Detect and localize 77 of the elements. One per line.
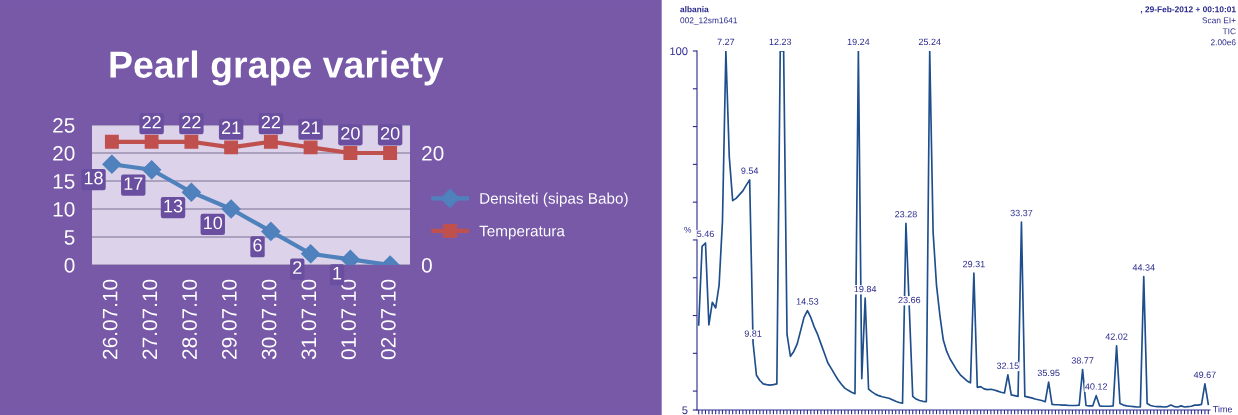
data-label: 18 <box>84 171 103 185</box>
annotation: 25.24 <box>918 38 941 46</box>
point <box>261 221 281 241</box>
annotation: 32.15 <box>996 362 1019 369</box>
data-label: 20 <box>341 126 360 140</box>
y-tick-label: 10 <box>53 202 75 217</box>
data-label: 22 <box>182 115 201 129</box>
annotation: 35.95 <box>1037 369 1060 377</box>
annotation: 23.28 <box>895 210 917 218</box>
x-tick-label: 02.07.10 <box>380 279 396 360</box>
x-tick-label: 28.07.10 <box>182 279 197 359</box>
x-tick-label: 29.07.10 <box>221 279 237 359</box>
data-label: 10 <box>204 216 223 230</box>
text: 002_12sm1641 <box>680 17 738 25</box>
y-tick-label: 20 <box>53 146 75 161</box>
point <box>303 140 318 155</box>
data-label: 22 <box>142 115 161 129</box>
annotation: 9.81 <box>744 330 762 337</box>
annotation: 7.27 <box>717 38 735 45</box>
legend-label: Densiteti (sipas Babo) <box>480 192 628 207</box>
data-label: 1 <box>333 267 342 280</box>
annotation: 19.84 <box>854 285 877 293</box>
point <box>104 134 119 149</box>
annotation: 5.46 <box>697 230 714 238</box>
annotation: 44.34 <box>1132 264 1155 271</box>
point <box>301 244 321 264</box>
data-label: 21 <box>221 121 241 134</box>
point <box>144 134 159 149</box>
point <box>221 199 241 219</box>
point <box>224 140 239 155</box>
annotation: 38.77 <box>1071 357 1094 364</box>
y-tick-label: 15 <box>53 174 75 189</box>
point <box>142 160 162 180</box>
annotation: 40.12 <box>1085 383 1108 390</box>
data-label: 22 <box>261 115 281 129</box>
annotation: 29.31 <box>963 260 985 268</box>
y-axis-title: % <box>684 226 692 233</box>
point <box>263 134 278 149</box>
point <box>181 182 201 202</box>
text: , 29-Feb-2012 + 00:10:01 <box>1140 6 1236 14</box>
y-tick-label: 0 <box>64 258 75 273</box>
x-axis-title: Time <box>1212 405 1233 413</box>
y2-tick-label: 0 <box>421 258 432 273</box>
x-tick-label: 27.07.10 <box>142 279 158 359</box>
annotation: 9.54 <box>741 167 759 174</box>
text: 2.00e6 <box>1210 39 1236 46</box>
data-label: 21 <box>301 121 320 134</box>
y2-tick-label: 20 <box>422 146 444 161</box>
legend-label: Temperatura <box>479 225 565 240</box>
annotation: 19.24 <box>847 38 870 46</box>
annotation: 14.53 <box>796 298 819 305</box>
annotation: 33.37 <box>1010 209 1033 217</box>
point <box>184 134 199 149</box>
x-tick-label: 30.07.10 <box>261 279 277 360</box>
point <box>383 146 398 160</box>
y-tick-label: 5 <box>682 406 688 415</box>
data-label: 17 <box>124 177 143 190</box>
data-label: 20 <box>380 126 400 140</box>
text: albania <box>680 6 709 13</box>
y-tick-label: 25 <box>53 118 75 133</box>
x-tick-label: 26.07.10 <box>102 279 118 359</box>
y-tick-label: 100 <box>670 47 688 56</box>
point <box>102 154 122 174</box>
data-label: 13 <box>164 199 183 213</box>
x-tick-label: 01.07.10 <box>341 279 356 360</box>
text: Scan EI+ <box>1202 17 1236 24</box>
x-tick-label: 31.07.10 <box>301 279 317 360</box>
y-tick-label: 5 <box>64 230 75 245</box>
chart-title: Pearl grape variety <box>110 50 444 86</box>
annotation: 49.67 <box>1193 371 1216 378</box>
point <box>343 146 358 160</box>
data-label: 6 <box>253 238 262 252</box>
annotation: 12.23 <box>769 38 792 46</box>
text: TIC <box>1222 28 1236 35</box>
data-label: 2 <box>293 261 302 274</box>
annotation: 23.66 <box>898 296 921 304</box>
annotation: 42.02 <box>1105 333 1128 340</box>
